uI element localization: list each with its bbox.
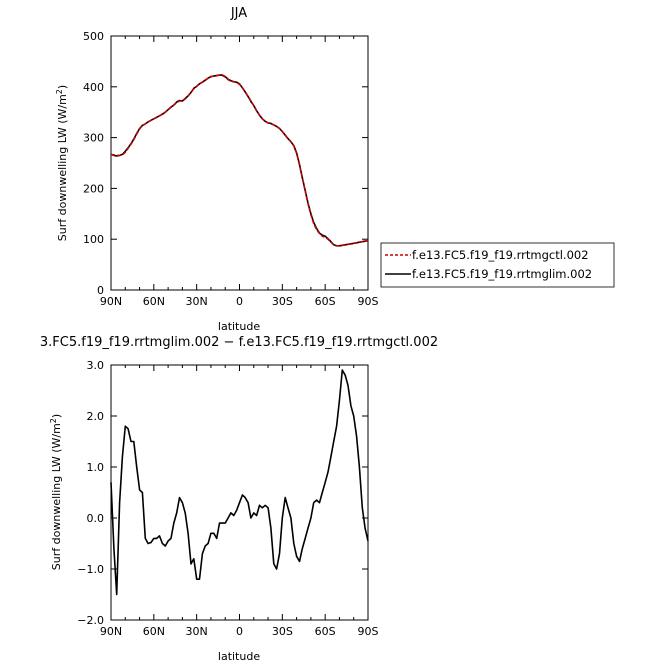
y-tick-label: −2.0 [77, 614, 104, 627]
y-tick-label: 2.0 [87, 410, 105, 423]
x-tick-label: 90S [358, 295, 379, 308]
panel-top: JJA 0 100 200 300 400 500 90N 60N 30N 0 30S 60S 90S… [55, 6, 379, 333]
y-tick-label: 200 [83, 182, 104, 195]
x-tick-label: 60N [143, 295, 165, 308]
legend: f.e13.FC5.f19_f19.rrtmgctl.002 f.e13.FC5… [380, 242, 615, 288]
y-tick-label: 400 [83, 81, 104, 94]
legend-box [380, 242, 615, 288]
x-tick-label: 30S [272, 295, 293, 308]
y-tick-label: 0.0 [87, 512, 105, 525]
y-tick-label: −1.0 [77, 563, 104, 576]
bottom-series-group [110, 369, 369, 596]
x-tick-label: 0 [236, 625, 243, 638]
series-line-1-0 [110, 369, 369, 596]
y-tick-label: 3.0 [87, 359, 105, 372]
top-y-axis-label: Surf downwelling LW (W/m2) [55, 85, 69, 241]
y-tick-label: 300 [83, 132, 104, 145]
top-y-ticks: 0 100 200 300 400 500 [83, 30, 368, 297]
series-line-0-1 [110, 74, 369, 247]
x-tick-label: 90S [358, 625, 379, 638]
top-x-axis-label: latitude [218, 320, 260, 333]
x-tick-label: 30S [272, 625, 293, 638]
x-tick-label: 60S [315, 625, 336, 638]
top-chart-title: JJA [230, 6, 247, 21]
bottom-x-axis-label: latitude [218, 650, 260, 663]
legend-label-ctl: f.e13.FC5.f19_f19.rrtmgctl.002 [412, 248, 589, 262]
x-tick-label: 60S [315, 295, 336, 308]
x-tick-label: 0 [236, 295, 243, 308]
x-tick-label: 30N [186, 625, 208, 638]
legend-label-lim: f.e13.FC5.f19_f19.rrtmglim.002 [412, 267, 592, 281]
top-series-group [110, 74, 369, 247]
top-plot-frame [110, 35, 369, 291]
x-tick-label: 90N [100, 295, 122, 308]
bottom-plot-frame [110, 364, 369, 621]
x-tick-label: 90N [100, 625, 122, 638]
series-line-0-0 [110, 74, 369, 247]
top-x-ticks: 90N 60N 30N 0 30S 60S 90S [100, 36, 379, 308]
x-tick-label: 30N [186, 295, 208, 308]
y-tick-label: 500 [83, 30, 104, 43]
y-tick-label: 100 [83, 233, 104, 246]
bottom-x-ticks: 90N 60N 30N 0 30S 60S 90S [100, 365, 379, 638]
y-tick-label: 0 [97, 284, 104, 297]
y-tick-label: 1.0 [87, 461, 105, 474]
x-tick-label: 60N [143, 625, 165, 638]
bottom-y-axis-label: Surf downwelling LW (W/m2) [49, 414, 63, 570]
bottom-chart-title: 3.FC5.f19_f19.rrtmglim.002 − f.e13.FC5.f… [40, 335, 438, 350]
panel-bottom: 3.FC5.f19_f19.rrtmglim.002 − f.e13.FC5.f… [40, 335, 438, 663]
bottom-y-ticks: −2.0 −1.0 0.0 1.0 2.0 3.0 [77, 359, 368, 627]
